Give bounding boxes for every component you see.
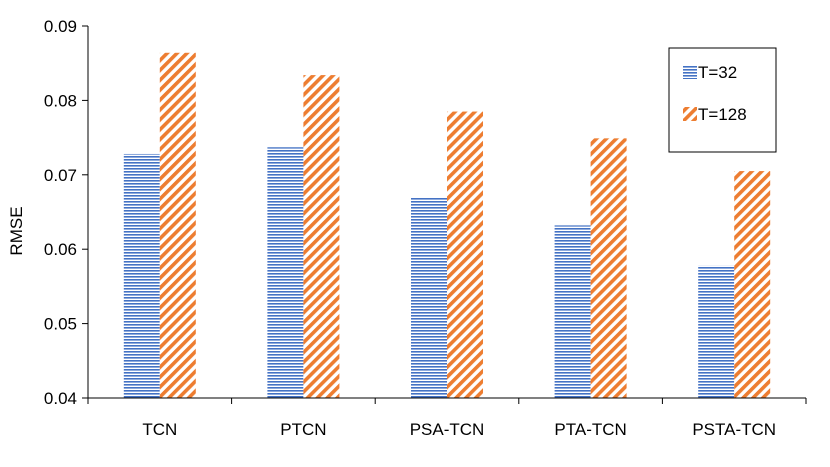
legend-label: T=128 bbox=[698, 105, 747, 124]
x-tick-label: PTCN bbox=[280, 420, 326, 439]
legend-label: T=32 bbox=[698, 63, 737, 82]
bar-t-128-ptcn bbox=[303, 75, 340, 398]
bar-t-128-tcn bbox=[159, 52, 196, 399]
y-tick-label: 0.04 bbox=[44, 389, 77, 408]
plot-area bbox=[123, 52, 771, 399]
y-tick-label: 0.08 bbox=[44, 91, 77, 110]
x-tick-label: TCN bbox=[142, 420, 177, 439]
bar-t-128-psa-tcn bbox=[447, 111, 483, 398]
bar-t-128-pta-tcn bbox=[590, 138, 627, 398]
y-tick-label: 0.05 bbox=[44, 315, 77, 334]
bar-t-32-psa-tcn bbox=[411, 197, 447, 398]
y-tick-label: 0.07 bbox=[44, 166, 77, 185]
x-tick-label: PSA-TCN bbox=[410, 420, 485, 439]
legend-swatch bbox=[683, 65, 697, 79]
x-tick-label: PTA-TCN bbox=[554, 420, 626, 439]
legend: T=32 T=128 bbox=[668, 47, 777, 153]
bar-t-32-pta-tcn bbox=[554, 225, 591, 398]
bar-t-32-ptcn bbox=[267, 147, 304, 398]
legend-swatch bbox=[683, 107, 697, 121]
y-axis-label: RMSE bbox=[7, 206, 26, 255]
y-tick-label: 0.06 bbox=[44, 240, 77, 259]
bar-t-128-psta-tcn bbox=[734, 171, 771, 398]
x-tick-label: PSTA-TCN bbox=[692, 420, 776, 439]
y-tick-label: 0.09 bbox=[44, 17, 77, 36]
bar-t-32-psta-tcn bbox=[698, 265, 735, 398]
axes: 0.04 0.05 0.06 0.07 0.08 0.09 TCN PTCN PSA-TCN PT… bbox=[44, 17, 807, 439]
bar-t-32-tcn bbox=[123, 153, 160, 398]
